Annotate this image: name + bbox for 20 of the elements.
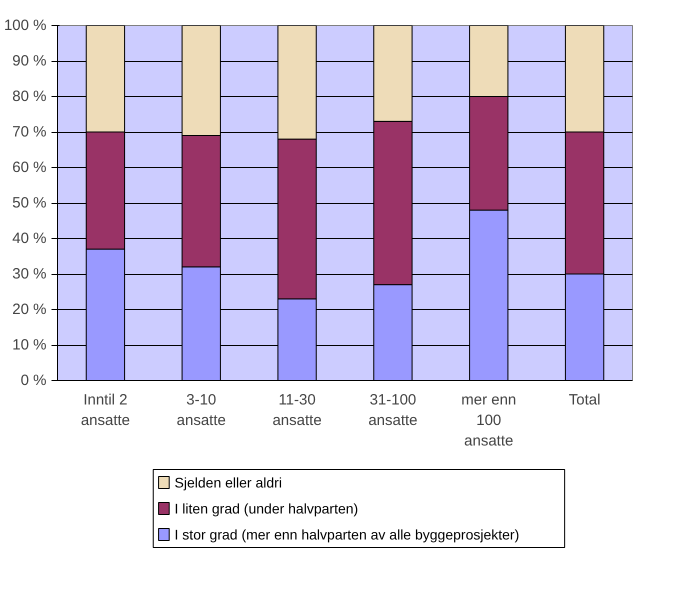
- y-tick-label: 90 %: [12, 52, 47, 70]
- x-tick-label: Total: [568, 392, 600, 408]
- x-tick-label: mer enn 100 ansatte: [461, 392, 516, 450]
- x-tick-label: 11-30 ansatte: [272, 392, 322, 429]
- x-tick-label: Inntil 2 ansatte: [80, 392, 130, 429]
- y-tick-label: 30 %: [12, 266, 47, 282]
- legend-label: Sjelden eller aldri: [174, 474, 282, 490]
- y-tick-label: 40 %: [12, 230, 47, 247]
- y-tick-label: 20 %: [12, 301, 47, 318]
- y-tick-label: 60 %: [12, 159, 47, 176]
- y-tick-label: 80 %: [12, 88, 47, 105]
- x-tick-label: 3-10 ansatte: [176, 392, 226, 429]
- y-tick-label: 100 %: [4, 17, 47, 34]
- y-tick-label: 0 %: [20, 372, 47, 389]
- x-tick-label: 31-100 ansatte: [368, 392, 418, 429]
- y-tick-label: 10 %: [12, 336, 47, 354]
- legend-label: I stor grad (mer enn halvparten av alle byggeprosjekter): [174, 526, 520, 542]
- y-tick-label: 50 %: [12, 194, 47, 212]
- legend-label: I liten grad (under halvparten): [174, 500, 358, 516]
- y-tick-label: 70 %: [12, 124, 47, 140]
